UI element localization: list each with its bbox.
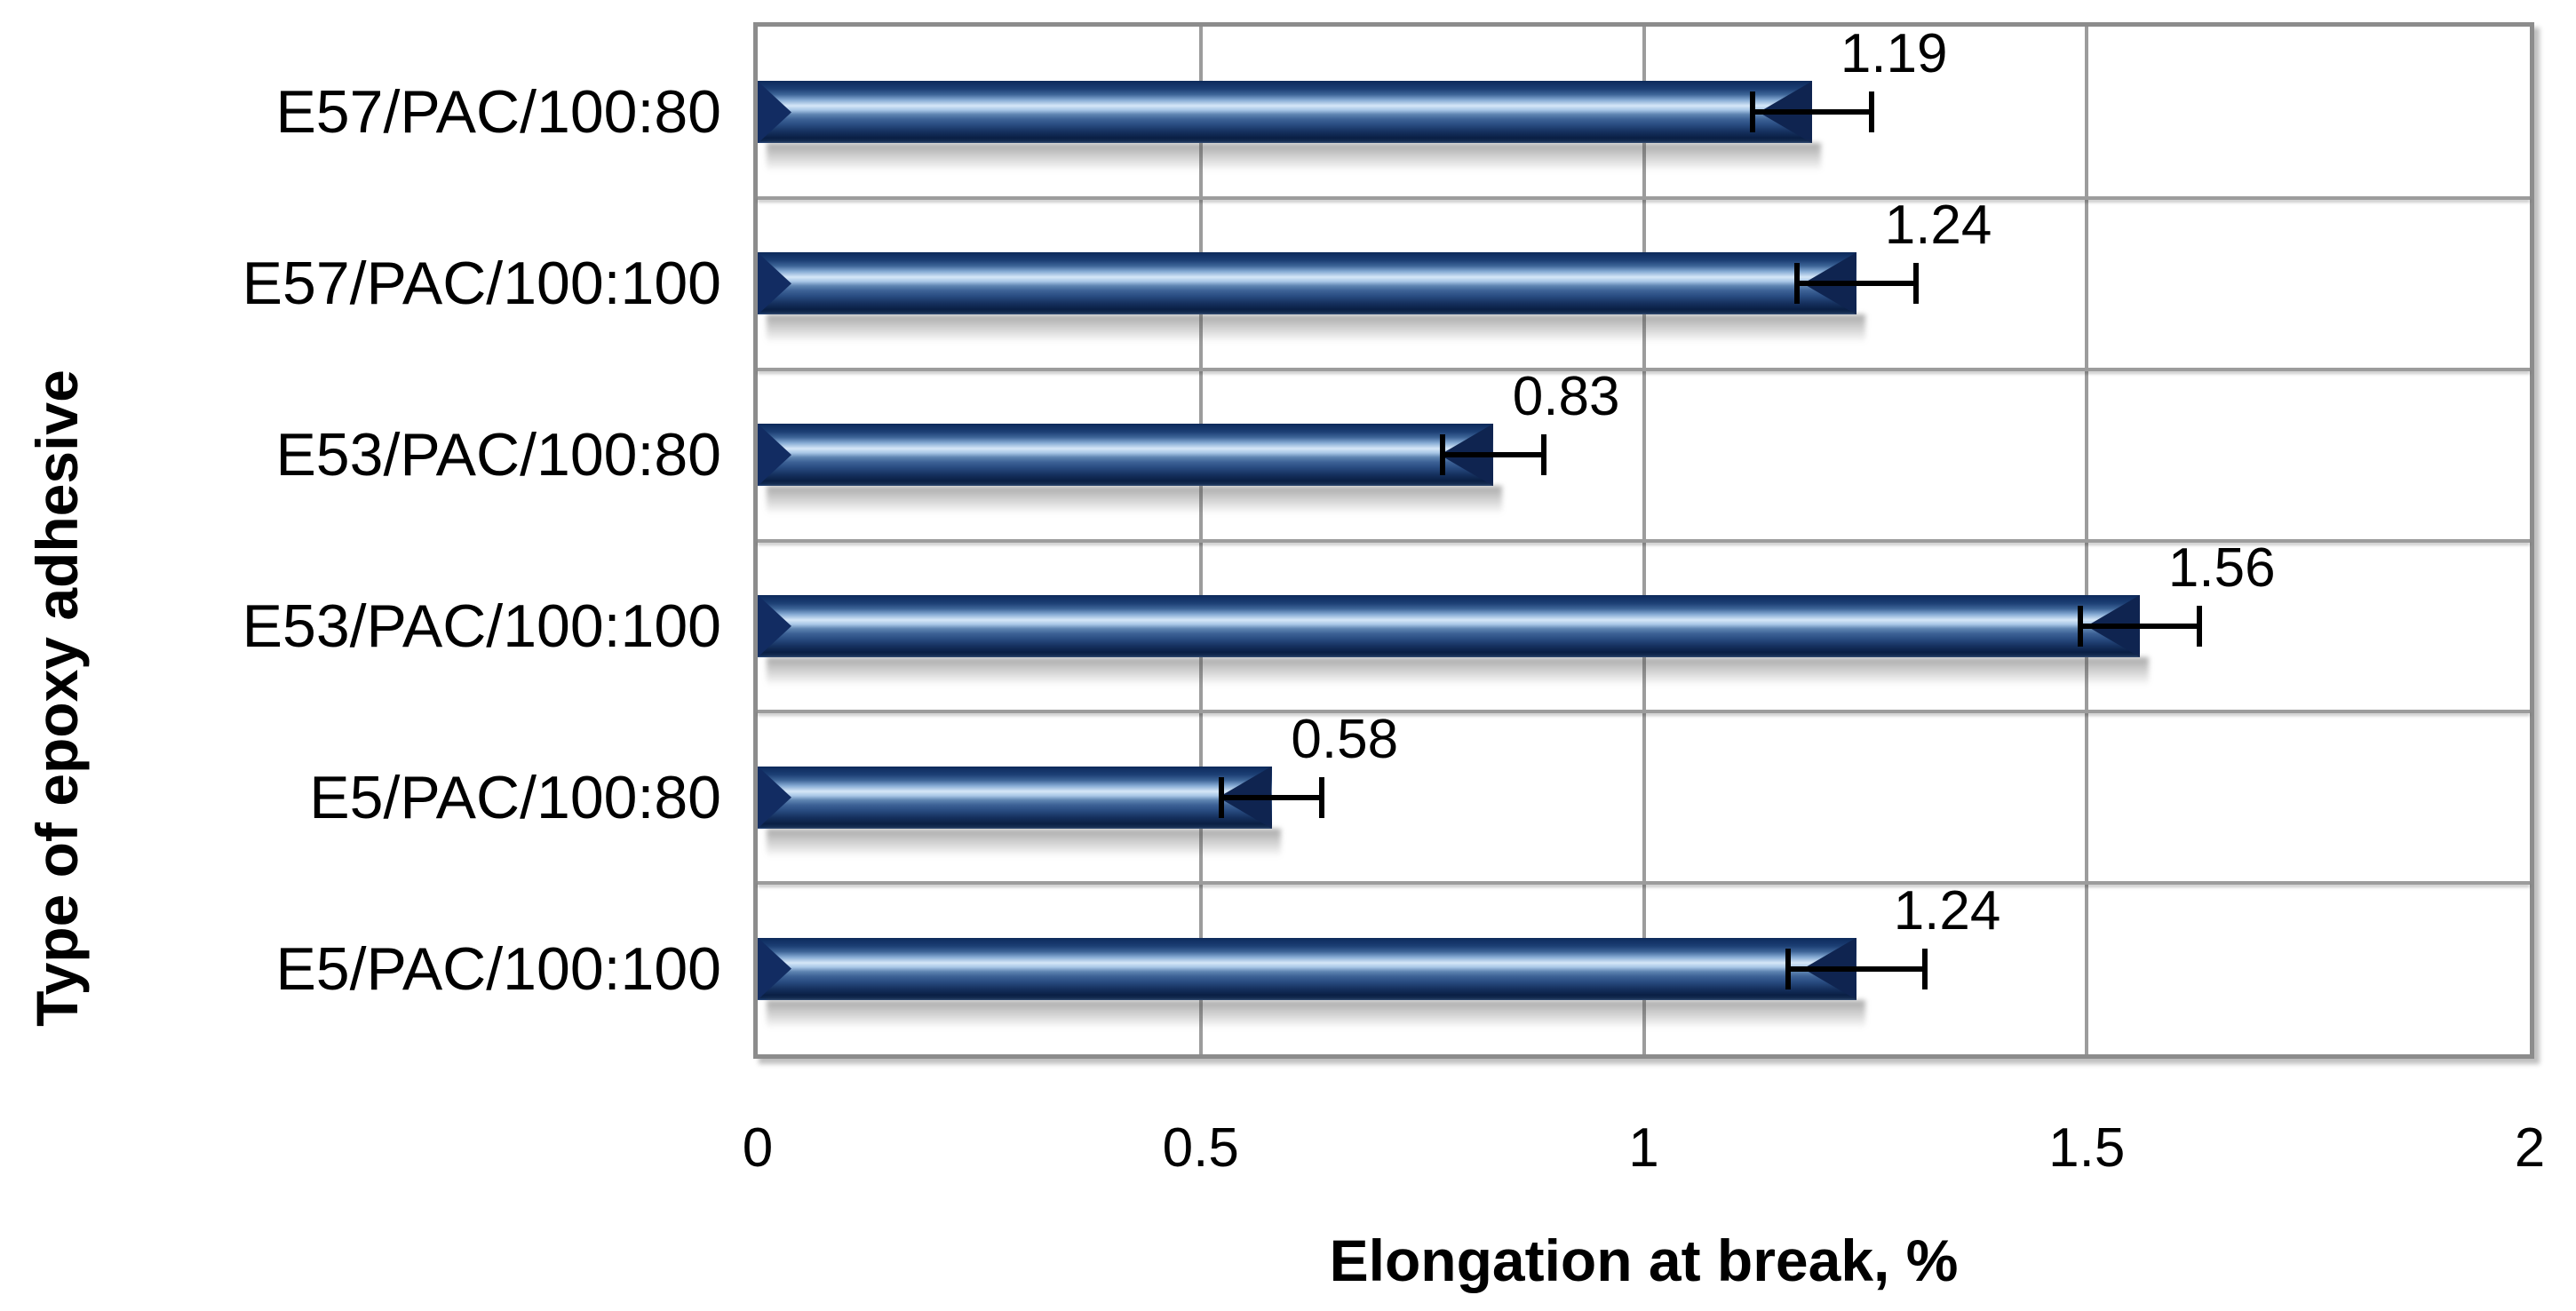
bar-shadow	[767, 656, 2150, 686]
bar	[758, 252, 1865, 344]
error-bar-line	[1785, 965, 1928, 972]
value-label: 0.58	[1291, 708, 1399, 770]
error-bar	[1785, 948, 1928, 989]
bar-left-cap	[758, 594, 791, 657]
error-bar-left-cap	[1794, 263, 1801, 305]
bar-left-cap	[758, 766, 791, 829]
bar-shadow	[767, 143, 1822, 172]
error-bar	[1218, 776, 1325, 818]
error-bar	[1440, 434, 1546, 476]
bar-left-cap	[758, 81, 791, 144]
category-label: E5/PAC/100:80	[309, 763, 721, 831]
error-bar-right-cap	[1912, 263, 1919, 305]
error-bar	[2078, 605, 2202, 647]
error-bar-left-cap	[1785, 948, 1792, 989]
category-label: E53/PAC/100:80	[275, 421, 721, 489]
category-label: E57/PAC/100:80	[275, 78, 721, 147]
gridline-horizontal	[758, 881, 2530, 886]
gridline-horizontal	[758, 538, 2530, 543]
x-tick-label: 1.5	[2048, 1117, 2126, 1179]
category-label: E53/PAC/100:100	[242, 592, 721, 660]
gridline-horizontal	[758, 710, 2530, 714]
category-label: E57/PAC/100:100	[242, 250, 721, 318]
value-label: 1.56	[2167, 536, 2276, 599]
value-label: 0.83	[1512, 366, 1620, 428]
bar	[758, 594, 2150, 686]
error-bar-left-cap	[1218, 776, 1224, 818]
category-label: E5/PAC/100:100	[275, 934, 721, 1003]
bar-shadow	[767, 314, 1865, 344]
error-bar	[1750, 91, 1874, 133]
error-bar-right-cap	[1319, 776, 1325, 818]
x-axis-title: Elongation at break, %	[1329, 1228, 1959, 1293]
bar-left-cap	[758, 937, 791, 1000]
bar-shadow	[767, 999, 1865, 1029]
x-tick-label: 1	[1628, 1117, 1659, 1179]
x-tick-label: 2	[2514, 1117, 2546, 1179]
value-label: 1.24	[1884, 195, 1992, 257]
error-bar-line	[1794, 281, 1919, 287]
bar-left-cap	[758, 252, 791, 315]
error-bar-line	[1440, 452, 1546, 458]
value-label: 1.19	[1840, 23, 1948, 85]
bar	[758, 766, 1281, 857]
x-tick-label: 0	[742, 1117, 774, 1179]
bar-shadow	[767, 486, 1502, 515]
gridline-horizontal	[758, 195, 2530, 200]
bar	[758, 937, 1865, 1029]
x-tick-label: 0.5	[1162, 1117, 1239, 1179]
error-bar-right-cap	[1540, 434, 1546, 476]
error-bar-left-cap	[1440, 434, 1446, 476]
error-bar-line	[1218, 794, 1325, 800]
error-bar-line	[2078, 623, 2202, 629]
bar-left-cap	[758, 424, 791, 487]
plot-area: 1.19 1.24 0.83 1.56 0.58 1.24	[753, 22, 2534, 1059]
bar	[758, 424, 1502, 515]
error-bar-line	[1750, 109, 1874, 115]
value-label: 1.24	[1893, 879, 2001, 942]
bar	[758, 81, 1822, 172]
error-bar-right-cap	[1868, 91, 1874, 133]
error-bar	[1794, 263, 1919, 305]
error-bar-left-cap	[1750, 91, 1756, 133]
error-bar-right-cap	[2196, 605, 2202, 647]
bar-shadow	[767, 828, 1281, 857]
error-bar-left-cap	[2078, 605, 2084, 647]
gridline-horizontal	[758, 367, 2530, 371]
error-bar-right-cap	[1921, 948, 1928, 989]
